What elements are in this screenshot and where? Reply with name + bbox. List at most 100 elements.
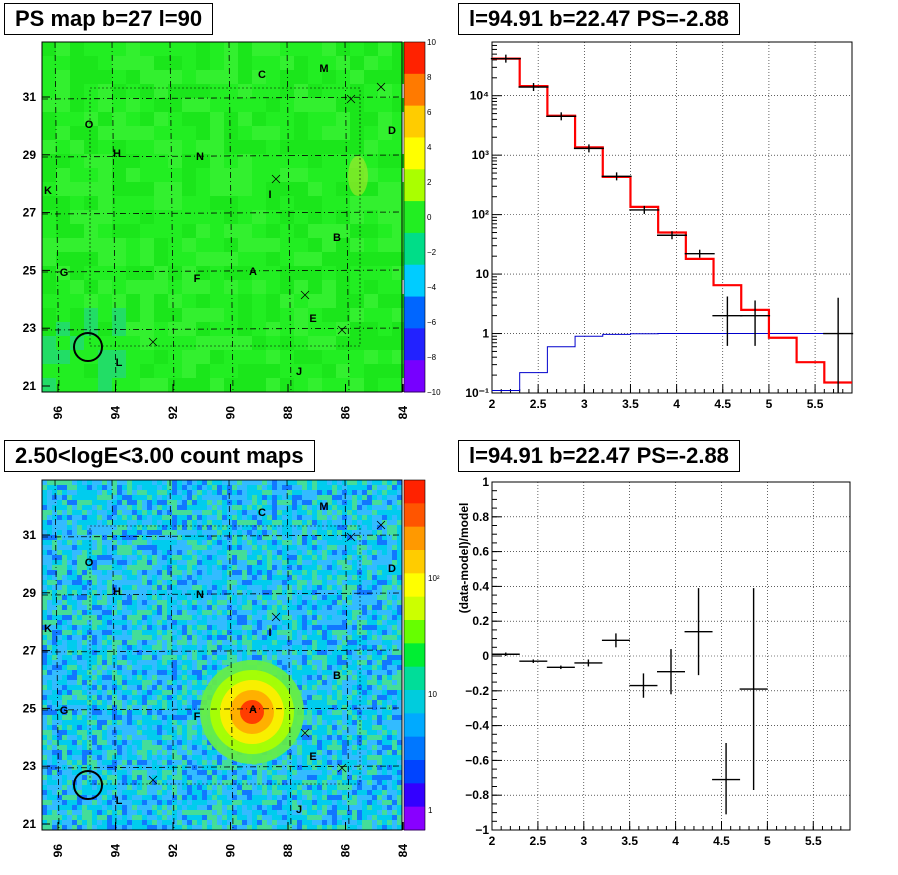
ps-map-xtick: 92 — [166, 406, 180, 420]
spectrum-ytick: 10⁴ — [470, 89, 489, 103]
count-colorbar-segment — [404, 666, 425, 691]
count-map-label-c: C — [258, 507, 266, 519]
ps-colorbar-tick: −4 — [427, 283, 437, 292]
count-map-cross-marker — [376, 520, 386, 530]
residual-xtick: 3.5 — [621, 834, 638, 848]
ps-map-title: PS map b=27 l=90 — [4, 3, 214, 35]
ps-map-label-a: A — [249, 266, 257, 278]
count-map-label-b: B — [333, 670, 341, 682]
count-map-body: A B C D E F G H I J K L M N O 96 94 92 90 88 86 84 31 29 27 25 23 2… — [23, 479, 440, 858]
count-colorbar-segment — [404, 550, 425, 574]
ps-colorbar-segment — [404, 73, 425, 107]
ps-map-cross-marker — [300, 290, 310, 300]
spectrum-frame — [491, 41, 853, 394]
count-colorbar-segment — [404, 806, 425, 831]
ps-map-label-l: L — [116, 357, 123, 369]
count-map-title: 2.50<logE<3.00 count maps — [4, 440, 315, 472]
count-map-label-i: I — [268, 627, 271, 639]
ps-colorbar-tick: 6 — [427, 108, 432, 117]
count-map-xtick: 90 — [224, 844, 238, 858]
spectrum-ytick: 10⁻¹ — [465, 386, 489, 400]
residual-ytick: −0.8 — [465, 788, 489, 802]
spectrum-ytick: 10 — [476, 267, 490, 281]
residual-ytick: −1 — [475, 823, 489, 837]
count-colorbar-segment — [404, 643, 425, 668]
ps-map-label-d: D — [388, 125, 396, 137]
ps-colorbar-segment — [404, 328, 425, 361]
residual-title: l=94.91 b=22.47 PS=-2.88 — [458, 440, 740, 472]
count-map-xtick: 94 — [109, 844, 123, 858]
residual-xtick: 5 — [764, 834, 771, 848]
count-map-label-j: J — [296, 804, 302, 816]
spectrum-plot: 2 2.5 3 3.5 4 4.5 5 5.5 10⁻¹ 1 10 10² 10³ 10⁴ — [465, 41, 854, 411]
ps-colorbar-segment — [404, 360, 425, 393]
spectrum-xtick: 3.5 — [622, 397, 639, 411]
residual-ytick: 0.2 — [472, 614, 489, 628]
count-map-label-d: D — [388, 563, 396, 575]
ps-colorbar-tick: −2 — [427, 248, 437, 257]
count-map-xtick: 84 — [396, 844, 410, 858]
count-map-ytick: 21 — [23, 817, 37, 831]
residual-ytick: −0.4 — [465, 719, 489, 733]
ps-map-ytick: 25 — [23, 263, 37, 277]
count-map-cross-marker — [148, 775, 158, 785]
ps-map-psf-circle — [73, 332, 103, 362]
count-map-xtick: 88 — [281, 844, 295, 858]
count-map-source-ring — [240, 700, 264, 724]
ps-map-cross-marker — [346, 94, 356, 104]
count-map-panel: A B C D E F G H I J K L M N O 96 94 92 90 88 86 84 31 29 27 25 23 2… — [0, 438, 450, 875]
ps-colorbar-tick: 10 — [427, 38, 436, 47]
ps-map-label-f: F — [194, 273, 201, 285]
count-map-frame — [41, 479, 403, 831]
residual-plot: 2 2.5 3 3.5 4 4.5 5 5.5 1 0.8 0.6 0.4 0.2 0 −0.2 −0.4 −0… — [457, 475, 851, 848]
ps-map-ytick: 29 — [23, 148, 37, 162]
count-map-plot: A B C D E F G H I J K L M N O 96 94 92 90 88 86 84 31 29 27 25 23 2… — [23, 479, 440, 858]
ps-colorbar-segment — [404, 296, 425, 329]
count-colorbar-segment — [404, 783, 425, 808]
count-map-label-e: E — [309, 751, 316, 763]
count-colorbar-segment — [404, 596, 425, 621]
spectrum-xtick: 2 — [489, 397, 496, 411]
residual-xtick: 2 — [489, 834, 496, 848]
spectrum-xtick: 3 — [581, 397, 588, 411]
spectrum-ytick: 1 — [482, 327, 489, 341]
count-map-label-k: K — [44, 623, 52, 635]
ps-map-frame — [41, 41, 403, 393]
ps-colorbar-tick: 4 — [427, 143, 432, 152]
count-map-graticule — [41, 479, 403, 831]
count-colorbar-tick: 1 — [428, 806, 433, 815]
ps-colorbar-tick: 8 — [427, 73, 432, 82]
ps-map-xtick: 86 — [339, 406, 353, 420]
count-map-cross-marker — [271, 612, 281, 622]
ps-map-label-c: C — [258, 69, 266, 81]
ps-colorbar-tick: 2 — [427, 178, 432, 187]
residual-panel: 2 2.5 3 3.5 4 4.5 5 5.5 1 0.8 0.6 0.4 0.2 0 −0.2 −0.4 −0… — [450, 438, 898, 875]
spectrum-xtick: 2.5 — [530, 397, 547, 411]
count-map-cross-marker — [300, 728, 310, 738]
count-colorbar-tick: 10² — [428, 574, 440, 583]
count-colorbar-segment — [404, 690, 425, 714]
count-map-cross-marker — [346, 532, 356, 542]
ps-colorbar-segment — [404, 105, 425, 138]
ps-colorbar-segment — [404, 232, 425, 266]
ps-map-xtick: 84 — [396, 406, 410, 420]
residual-ytick: 0.8 — [472, 510, 489, 524]
ps-map-hotspot — [348, 156, 368, 196]
ps-map-xtick: 88 — [281, 406, 295, 420]
count-map-psf-circle — [73, 770, 103, 800]
residual-xtick: 2.5 — [530, 834, 547, 848]
residual-ytick: 0.6 — [472, 545, 489, 559]
count-map-label-h: H — [113, 586, 121, 598]
count-colorbar-segment — [404, 736, 425, 761]
ps-colorbar-segment — [404, 264, 425, 298]
residual-xtick: 4 — [672, 834, 679, 848]
count-map-ytick: 29 — [23, 586, 37, 600]
ps-map-label-n: N — [196, 151, 204, 163]
count-map-xtick: 92 — [166, 844, 180, 858]
count-colorbar-segment — [404, 760, 425, 784]
count-map-xtick: 96 — [51, 844, 65, 858]
count-map-label-a: A — [249, 704, 257, 716]
count-map-label-g: G — [60, 705, 69, 717]
ps-map-cross-marker — [337, 325, 347, 335]
